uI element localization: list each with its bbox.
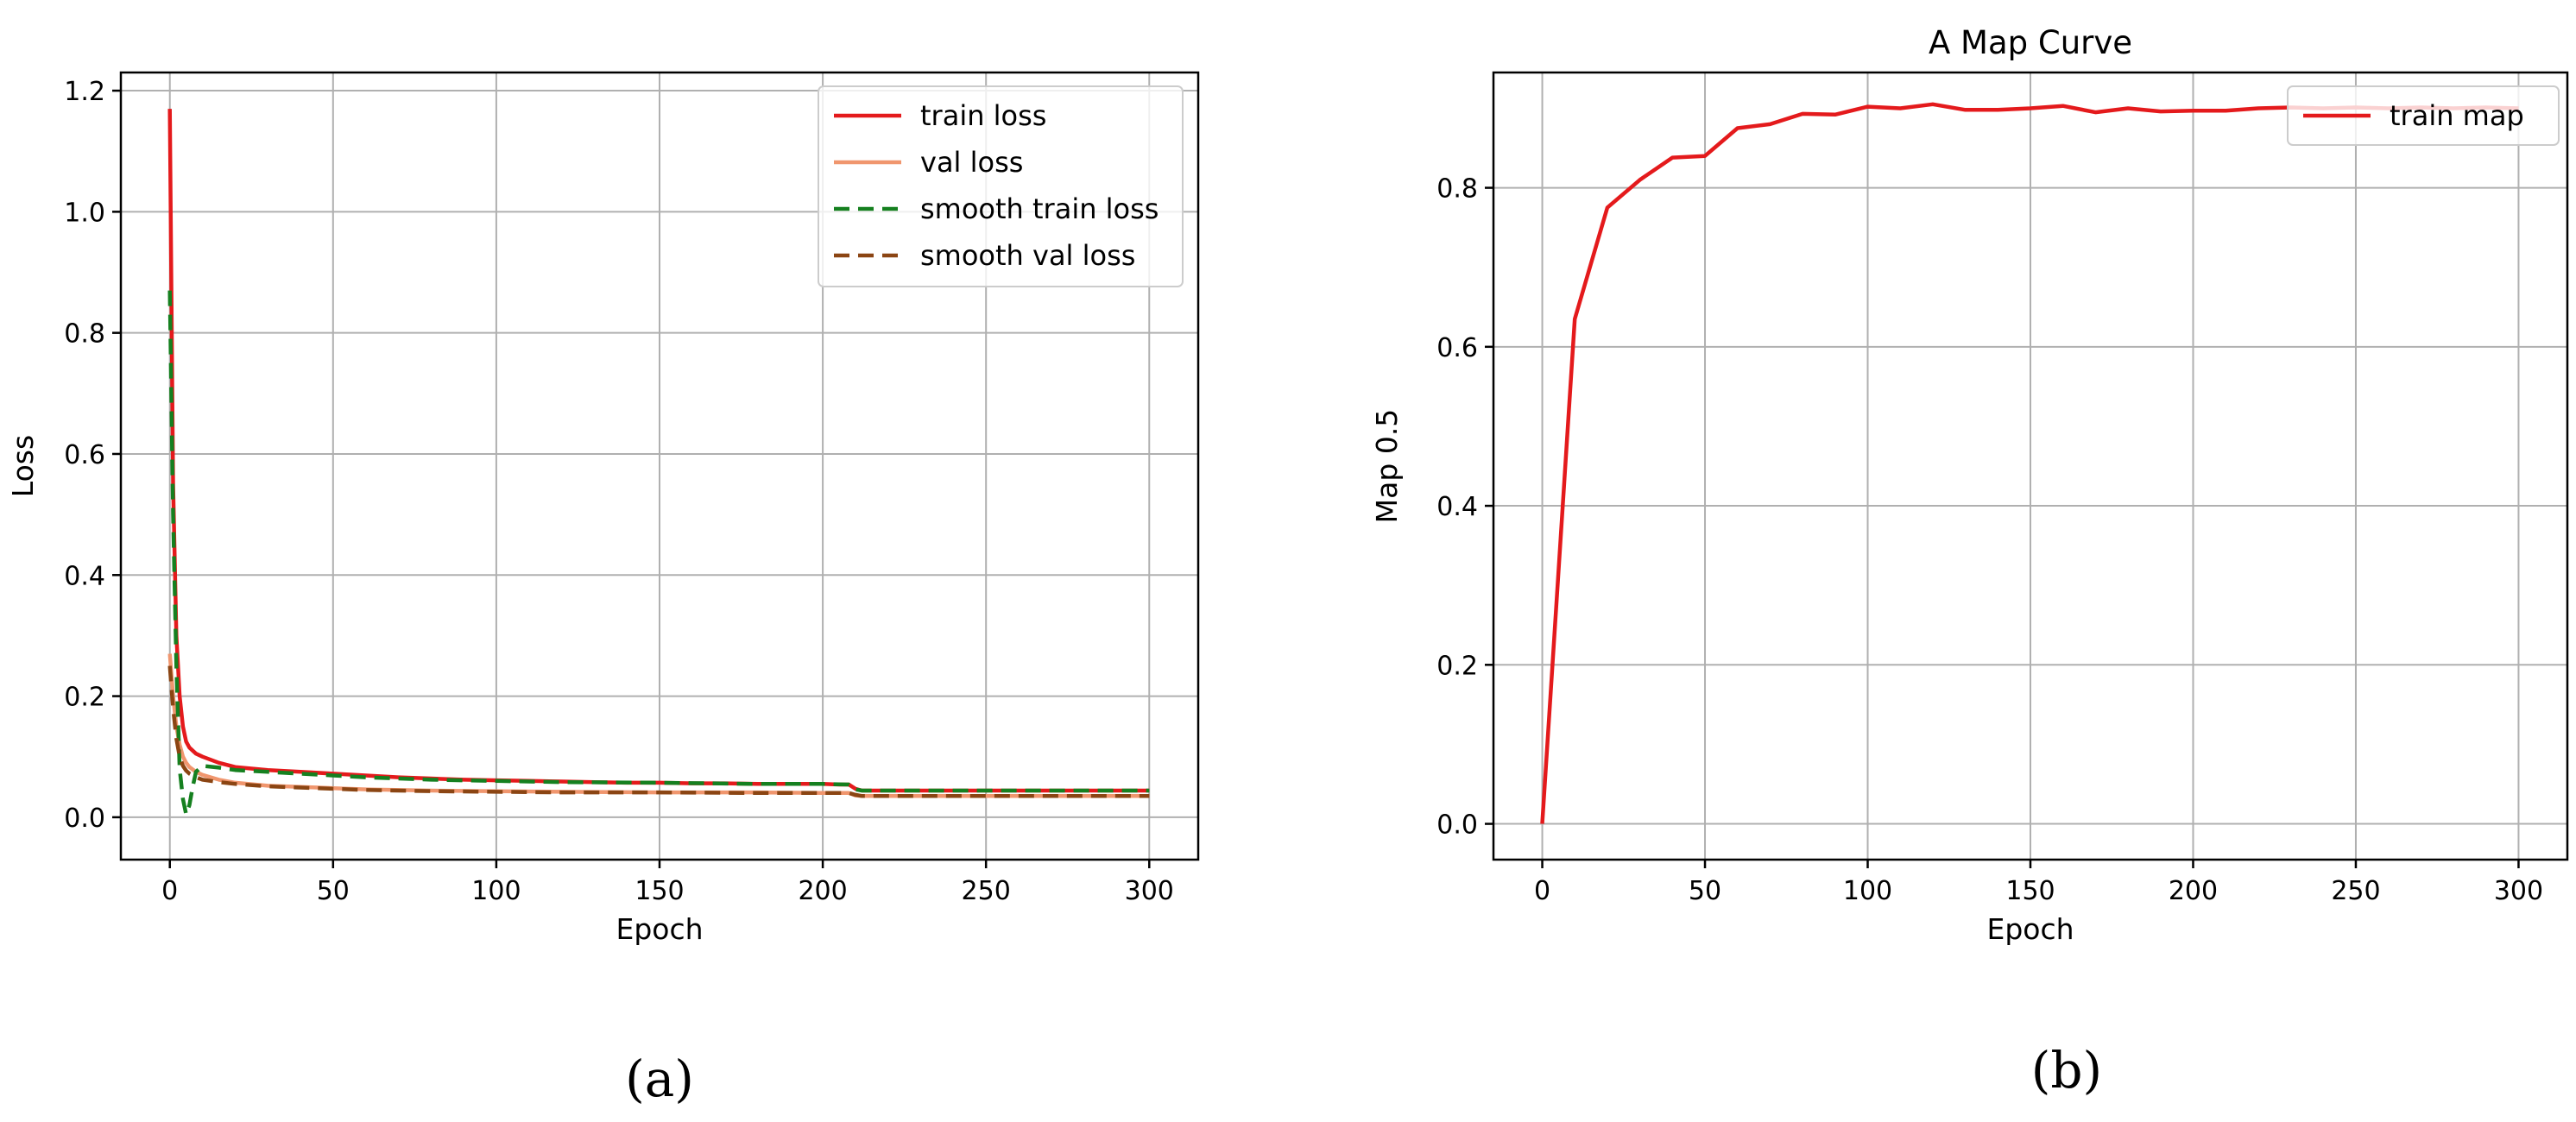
- chart-b-xtick-label: 250: [2331, 876, 2380, 906]
- chart-a-legend-box: [818, 85, 1184, 287]
- chart-a-ytick-label: 0.2: [64, 683, 105, 713]
- chart-b-xtick-label: 150: [2005, 876, 2055, 906]
- chart-a-xtick-label: 200: [798, 876, 847, 906]
- chart-a-series-train-loss-line: [167, 109, 1150, 793]
- chart-a-yaxis-label: Loss: [6, 435, 40, 497]
- chart-b-xtick-label: 0: [1534, 876, 1550, 906]
- chart-a-legend-label: smooth train loss: [920, 192, 1159, 225]
- chart-a-legend-label: smooth val loss: [920, 239, 1135, 272]
- chart-b-yaxis-label: Map 0.5: [1370, 409, 1404, 524]
- chart-b-ytick-label: 0.8: [1436, 174, 1478, 205]
- chart-b-title: A Map Curve: [1929, 24, 2132, 61]
- map-chart: 0 50 100 150 200 250 300 0.0 0.2 0.4 0.6 0.8 Epoch Ma…: [1370, 24, 2569, 1100]
- chart-a-legend-label: val loss: [920, 146, 1023, 179]
- chart-b-legend-label: train map: [2390, 99, 2524, 132]
- chart-a-xtick-label: 250: [962, 876, 1011, 906]
- chart-a-xtick-label: 300: [1125, 876, 1174, 906]
- chart-b-legend-box: [2287, 85, 2560, 146]
- chart-b-ytick-label: 0.4: [1436, 492, 1478, 522]
- chart-a-series-smooth-val-loss-line: [167, 665, 1150, 798]
- chart-b-legend: train map: [2287, 85, 2560, 146]
- chart-b-xtick-label: 100: [1843, 876, 1892, 906]
- chart-b-ytick-label: 0.2: [1436, 651, 1478, 681]
- chart-a-xtick-label: 150: [635, 876, 684, 906]
- chart-a-ytick-label: 0.8: [64, 319, 105, 350]
- chart-b-xtick-label: 300: [2494, 876, 2543, 906]
- chart-a-ytick-label: 0.6: [64, 440, 105, 470]
- chart-b-ytick-label: 0.0: [1436, 810, 1478, 841]
- chart-a-ytick-label: 1.0: [64, 198, 105, 228]
- chart-b-caption: (b): [2031, 1041, 2102, 1100]
- chart-a-xtick-label: 0: [161, 876, 178, 906]
- chart-a-xaxis-label: Epoch: [616, 912, 703, 946]
- chart-a-legend: train loss val loss smooth train loss smoot…: [818, 85, 1184, 287]
- chart-a-ytick-label: 1.2: [64, 77, 105, 107]
- chart-a-xtick-label: 50: [317, 876, 350, 906]
- loss-chart: 0 50 100 150 200 250 300 0.0 0.2 0.4 0.6 0.8 1.0 1.2 E…: [6, 71, 1200, 1108]
- chart-b-xaxis-label: Epoch: [1986, 912, 2074, 946]
- chart-a-ytick-label: 0.0: [64, 804, 105, 834]
- chart-a-ytick-label: 0.4: [64, 561, 105, 591]
- chart-a-xtick-label: 100: [471, 876, 521, 906]
- chart-b-xtick-label: 50: [1689, 876, 1721, 906]
- chart-b-xtick-label: 200: [2169, 876, 2218, 906]
- chart-a-legend-label: train loss: [920, 99, 1046, 132]
- chart-a-caption: (a): [625, 1050, 694, 1108]
- chart-b-ytick-label: 0.6: [1436, 333, 1478, 363]
- chart-a-series-smooth-train-loss-line: [167, 290, 1150, 816]
